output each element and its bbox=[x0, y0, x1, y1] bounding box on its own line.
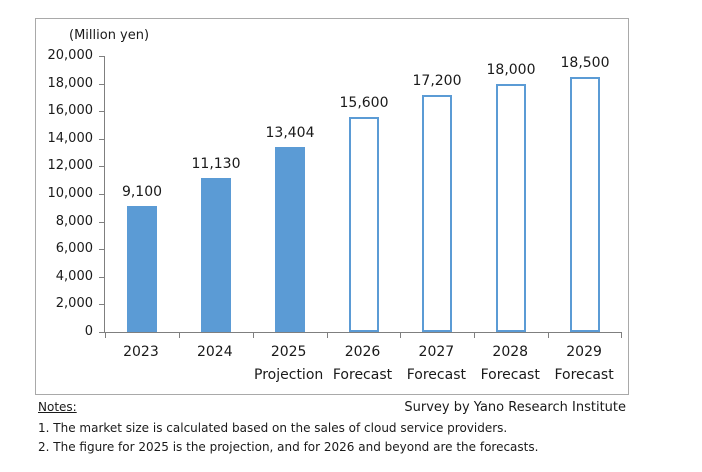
y-axis-tick bbox=[99, 84, 104, 85]
note-item-2: 2. The figure for 2025 is the projection… bbox=[38, 440, 539, 454]
y-tick-label: 18,000 bbox=[47, 76, 94, 91]
y-axis-tick bbox=[99, 56, 104, 57]
bar-2025 bbox=[275, 147, 305, 332]
y-tick-label: 14,000 bbox=[47, 131, 94, 146]
x-year-label: 2029 bbox=[566, 344, 602, 360]
y-axis-tick bbox=[99, 166, 104, 167]
bar-2027 bbox=[422, 95, 452, 332]
bar-value-label: 15,600 bbox=[339, 95, 389, 111]
x-year-label: 2026 bbox=[344, 344, 381, 360]
x-sub-label: Forecast bbox=[332, 367, 393, 383]
y-tick-label: 0 bbox=[84, 324, 93, 339]
x-category-label: 2023 bbox=[104, 344, 178, 384]
survey-credit: Survey by Yano Research Institute bbox=[404, 400, 626, 415]
notes-header-row: Notes: Survey by Yano Research Institute bbox=[38, 400, 626, 415]
y-tick-label: 4,000 bbox=[55, 269, 93, 284]
x-category-label: 2029 Forecast bbox=[547, 344, 621, 384]
y-tick-label: 12,000 bbox=[47, 158, 94, 173]
bar-value-label: 13,404 bbox=[265, 125, 315, 141]
y-axis-tick bbox=[99, 111, 104, 112]
bar-2023 bbox=[127, 206, 157, 332]
plot-area: 9,100 11,130 13,404 15,600 17,200 18,000 18,50… bbox=[99, 55, 622, 338]
bar-value-label: 18,000 bbox=[486, 62, 536, 78]
y-tick-label: 16,000 bbox=[47, 103, 94, 118]
x-axis-labels: 2023 2024 2025 Projection 2026 Forecast 2027 Fo… bbox=[104, 344, 621, 384]
x-sub-label: Projection bbox=[254, 367, 324, 383]
x-category-label: 2026 Forecast bbox=[326, 344, 400, 384]
bar-chart: (Million yen) 20,000 18,000 16,000 14,000 12… bbox=[35, 18, 629, 395]
x-axis-tick bbox=[327, 333, 328, 338]
bar-value-label: 17,200 bbox=[412, 73, 462, 89]
x-sub-label: Forecast bbox=[406, 367, 466, 383]
bar-2026 bbox=[349, 117, 379, 332]
y-tick-label: 10,000 bbox=[47, 186, 94, 201]
bar-2024 bbox=[201, 178, 231, 332]
x-axis-tick bbox=[253, 333, 254, 338]
x-year-label: 2027 bbox=[418, 344, 455, 360]
bar-2028 bbox=[496, 84, 526, 332]
x-category-label: 2027 Forecast bbox=[399, 344, 473, 384]
x-sub-label: Forecast bbox=[480, 367, 540, 383]
y-tick-label: 6,000 bbox=[55, 241, 93, 256]
bar-value-label: 9,100 bbox=[121, 184, 163, 200]
x-category-label: 2025 Projection bbox=[252, 344, 326, 384]
y-tick-label: 20,000 bbox=[47, 48, 94, 63]
x-axis-tick bbox=[105, 333, 106, 338]
x-axis-tick bbox=[474, 333, 475, 338]
x-sub-label: Forecast bbox=[554, 367, 614, 383]
y-axis-tick bbox=[99, 222, 104, 223]
bar-value-label: 11,130 bbox=[191, 156, 241, 172]
bar-value-label: 18,500 bbox=[560, 55, 610, 71]
y-axis-tick bbox=[99, 194, 104, 195]
note-item-1: 1. The market size is calculated based o… bbox=[38, 421, 508, 435]
y-axis-tick bbox=[99, 249, 104, 250]
x-category-label: 2024 bbox=[178, 344, 252, 384]
y-axis-tick bbox=[99, 139, 104, 140]
y-axis-tick bbox=[99, 304, 104, 305]
bar-2029 bbox=[570, 77, 600, 332]
x-axis-tick bbox=[400, 333, 401, 338]
x-category-label: 2028 Forecast bbox=[473, 344, 547, 384]
y-axis-unit-label: (Million yen) bbox=[69, 28, 150, 43]
y-tick-label: 8,000 bbox=[55, 214, 93, 229]
y-tick-label: 2,000 bbox=[55, 296, 93, 311]
x-axis-tick bbox=[548, 333, 549, 338]
x-year-label: 2028 bbox=[492, 344, 529, 360]
x-axis-tick bbox=[621, 333, 622, 338]
x-year-label: 2025 bbox=[270, 344, 307, 360]
y-axis-tick bbox=[99, 332, 104, 333]
notes-list: 1. The market size is calculated based o… bbox=[38, 419, 538, 457]
x-year-label: 2023 bbox=[123, 344, 159, 360]
notes-heading: Notes: bbox=[38, 400, 77, 414]
x-year-label: 2024 bbox=[196, 344, 233, 360]
y-axis-tick bbox=[99, 277, 104, 278]
x-axis-tick bbox=[179, 333, 180, 338]
